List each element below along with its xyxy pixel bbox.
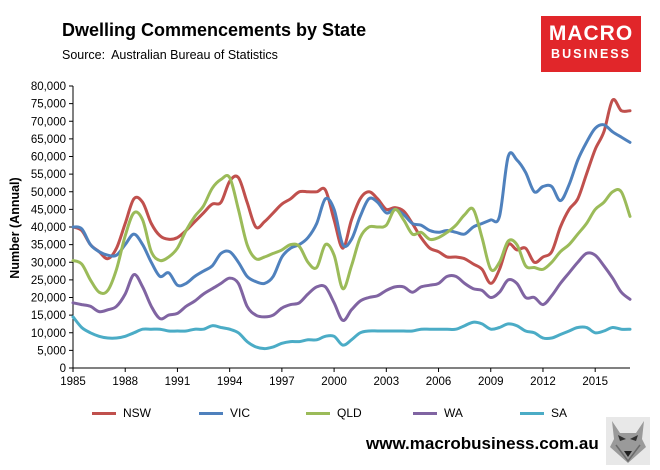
legend-label: VIC: [230, 406, 251, 420]
y-tick-label: 75,000: [31, 99, 66, 111]
x-tick-label: 1997: [269, 376, 295, 388]
website-link[interactable]: www.macrobusiness.com.au: [366, 434, 599, 453]
legend-swatch: [413, 411, 437, 415]
legend-swatch: [520, 411, 544, 415]
legend-item-qld: QLD: [306, 405, 362, 421]
y-tick-label: 0: [60, 363, 66, 375]
legend-label: WA: [444, 406, 463, 420]
logo-line1: MACRO: [548, 22, 634, 45]
series-line-nsw: [71, 97, 632, 285]
x-tick-label: 1985: [60, 376, 86, 388]
legend-swatch: [199, 411, 223, 415]
legend-swatch: [92, 411, 116, 415]
y-tick-label: 60,000: [31, 152, 66, 164]
legend-item-wa: WA: [413, 405, 463, 421]
x-tick-label: 1991: [165, 376, 191, 388]
logo-line2: BUSINESS: [551, 47, 631, 61]
x-tick-label: 2009: [478, 376, 504, 388]
y-tick-label: 55,000: [31, 169, 66, 181]
legend-item-vic: VIC: [199, 405, 250, 421]
legend-item-sa: SA: [520, 405, 567, 421]
series-line-wa: [71, 251, 632, 322]
wolf-icon: [606, 417, 650, 465]
y-tick-label: 10,000: [31, 328, 66, 340]
legend-label: SA: [551, 406, 568, 420]
x-tick-label: 1994: [217, 376, 243, 388]
series-line-qld: [71, 174, 632, 295]
y-tick-label: 70,000: [31, 116, 66, 128]
source-value: Australian Bureau of Statistics: [111, 48, 278, 62]
y-tick-label: 15,000: [31, 310, 66, 322]
x-tick-label: 2012: [530, 376, 556, 388]
y-tick-label: 25,000: [31, 275, 66, 287]
y-tick-label: 40,000: [31, 222, 66, 234]
legend-label: NSW: [123, 406, 151, 420]
x-tick-label: 2000: [321, 376, 347, 388]
y-tick-label: 45,000: [31, 204, 66, 216]
y-tick-label: 80,000: [31, 81, 66, 93]
y-tick-label: 35,000: [31, 240, 66, 252]
x-tick-label: 1988: [112, 376, 138, 388]
y-tick-label: 30,000: [31, 257, 66, 269]
y-tick-label: 20,000: [31, 293, 66, 305]
macrobusiness-logo[interactable]: MACRO BUSINESS: [541, 16, 641, 72]
y-axis-label: Number (Annual): [8, 177, 22, 278]
series-line-vic: [71, 123, 632, 288]
legend-label: QLD: [337, 406, 362, 420]
chart-legend: NSW VIC QLD WA SA: [92, 405, 632, 421]
series-lines: [71, 97, 632, 351]
y-tick-labels: 0 5,000 10,000 15,000 20,000 25,000 30,000 35,0…: [31, 81, 66, 375]
source-label: Source:: [62, 48, 106, 62]
line-chart: 0 5,000 10,000 15,000 20,000 25,000 30,000 35,0…: [8, 81, 632, 388]
y-tick-label: 50,000: [31, 187, 66, 199]
y-tick-label: 5,000: [37, 345, 66, 357]
chart-title: Dwelling Commencements by State: [62, 20, 367, 40]
x-tick-labels: 1985 1988 1991 1994 1997 2000 2003 2006 2009 2012…: [60, 376, 608, 388]
x-tick-label: 2006: [426, 376, 452, 388]
source-line: Source: Australian Bureau of Statistics: [62, 48, 278, 62]
x-tick-label: 2003: [374, 376, 400, 388]
y-tick-label: 65,000: [31, 134, 66, 146]
legend-swatch: [306, 411, 330, 415]
legend-item-nsw: NSW: [92, 405, 151, 421]
series-line-sa: [71, 315, 632, 351]
x-tick-label: 2015: [582, 376, 608, 388]
